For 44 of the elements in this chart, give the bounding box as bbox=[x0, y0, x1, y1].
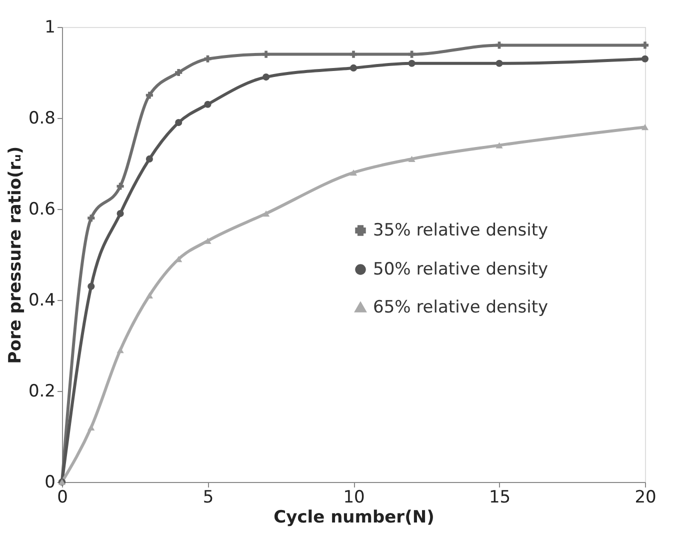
point bbox=[262, 210, 270, 217]
y-tick-label: 0.2 bbox=[28, 382, 56, 402]
legend-label: 65% relative density bbox=[373, 298, 548, 318]
point bbox=[116, 182, 124, 190]
point bbox=[350, 50, 358, 58]
x-axis-title: Cycle number(N) bbox=[274, 508, 434, 528]
point bbox=[641, 124, 649, 130]
point bbox=[408, 156, 416, 162]
point bbox=[350, 64, 358, 72]
x-tick-label: 0 bbox=[57, 488, 68, 508]
y-tick-label: 1 bbox=[44, 18, 56, 38]
point bbox=[496, 42, 503, 49]
point bbox=[204, 100, 212, 108]
x-tick-label: 10 bbox=[343, 488, 365, 508]
point bbox=[408, 50, 416, 58]
point bbox=[146, 292, 153, 299]
point bbox=[175, 119, 182, 126]
y-tick-label: 0 bbox=[44, 472, 56, 492]
y-tick-label: 0.8 bbox=[28, 108, 56, 128]
point bbox=[641, 55, 649, 62]
point bbox=[116, 346, 124, 354]
point bbox=[408, 60, 416, 67]
y-axis-title: Pore pressure ratio(rᵤ) bbox=[5, 146, 26, 364]
point bbox=[88, 282, 95, 290]
point bbox=[641, 42, 649, 49]
y-tick-label: 0.4 bbox=[28, 290, 56, 310]
point bbox=[175, 68, 182, 76]
point bbox=[496, 142, 503, 148]
point bbox=[262, 74, 270, 81]
point bbox=[496, 60, 503, 67]
point bbox=[146, 92, 153, 99]
point bbox=[146, 155, 153, 162]
x-tick-label: 5 bbox=[202, 488, 214, 508]
point bbox=[262, 50, 270, 58]
legend-label: 35% relative density bbox=[373, 220, 548, 240]
x-tick-label: 20 bbox=[634, 488, 656, 508]
point bbox=[88, 214, 95, 222]
legend-label: 50% relative density bbox=[373, 260, 548, 280]
point bbox=[350, 170, 358, 176]
x-tick-label: 15 bbox=[488, 488, 511, 508]
point bbox=[116, 210, 124, 218]
point bbox=[204, 55, 212, 62]
y-tick-label: 0.6 bbox=[28, 200, 56, 220]
point bbox=[204, 238, 212, 244]
